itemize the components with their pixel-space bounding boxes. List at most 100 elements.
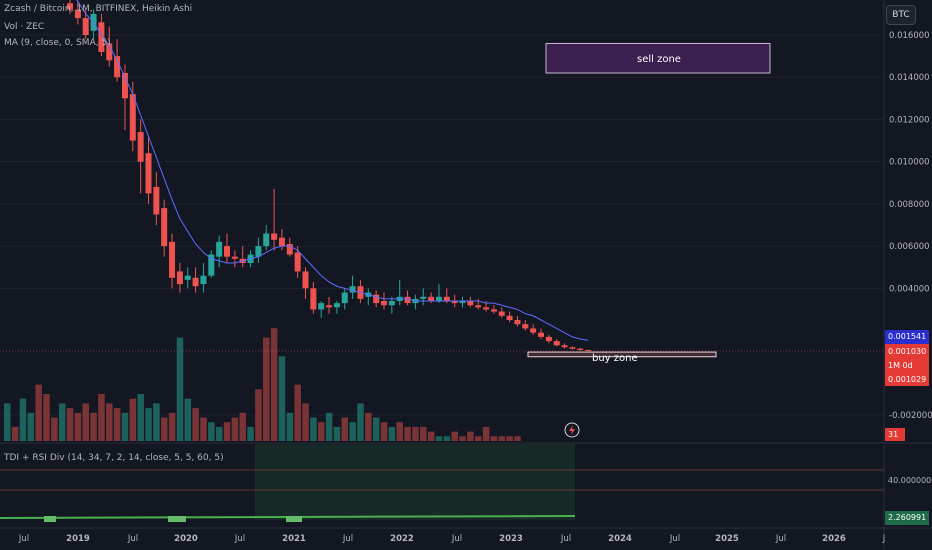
- volume-bar: [270, 328, 278, 441]
- time-tick-label: 2026: [822, 534, 846, 544]
- time-tick-label: 2025: [715, 534, 739, 544]
- candle-body: [428, 296, 435, 301]
- candle-body: [98, 22, 105, 52]
- candle-body: [169, 241, 176, 278]
- tdi-shaded-region: [255, 444, 575, 520]
- symbol-title[interactable]: Zcash / Bitcoin, 1M, BITFINEX, Heikin As…: [4, 4, 193, 14]
- volume-bar: [255, 389, 262, 441]
- time-tick-label: 2024: [608, 534, 632, 544]
- price-tick-label: 0.008000: [889, 200, 930, 210]
- volume-bar: [82, 403, 89, 441]
- candle-body: [451, 301, 458, 304]
- volume-badge-text: 31: [888, 430, 899, 439]
- volume-bar: [129, 398, 137, 441]
- candle-body: [255, 246, 262, 257]
- ma-line: [76, 0, 589, 341]
- time-tick-label: 2020: [174, 534, 198, 544]
- volume-bar: [19, 398, 27, 441]
- price-tick-label: 0.006000: [889, 242, 930, 252]
- candle-body: [498, 311, 505, 316]
- volume-bar: [435, 436, 443, 441]
- candle-body: [231, 256, 238, 259]
- time-axis-labels: Jul 2019 Jul 2020 Jul 2021 Jul 2022 Jul 2023 Jul 20…: [18, 534, 885, 544]
- ma-legend[interactable]: MA (9, close, 0, SMA, 5): [4, 38, 111, 48]
- candle-body: [388, 301, 395, 306]
- candle-body: [443, 296, 450, 301]
- price-tick-label: 0.012000: [889, 115, 930, 125]
- candle-body: [114, 56, 121, 78]
- candle-body: [310, 288, 317, 310]
- candle-body: [161, 208, 168, 247]
- candle-body: [459, 301, 466, 304]
- volume-bar: [51, 417, 58, 441]
- sell-zone-label: sell zone: [637, 54, 681, 65]
- time-tick-label: Jul: [127, 534, 138, 544]
- volume-bar: [443, 436, 451, 441]
- volume-bar: [349, 422, 356, 441]
- ma-value-text: 0.001541: [888, 332, 927, 341]
- candle-body: [294, 252, 301, 272]
- candle-body: [286, 244, 293, 255]
- volume-bar: [514, 436, 521, 441]
- tdi-level-text: 40.000000: [888, 476, 932, 485]
- volume-bar: [153, 403, 160, 441]
- volume-bar: [467, 431, 474, 441]
- tdi-value-badge: [885, 511, 929, 525]
- volume-bar: [420, 426, 427, 441]
- price-axis-labels: 0.016000 0.014000 0.012000 0.010000 0.008000…: [889, 31, 932, 421]
- price-tick-label: 0.010000: [889, 158, 930, 168]
- volume-bar: [90, 412, 97, 441]
- volume-bar: [388, 426, 396, 441]
- tdi-marker: [168, 516, 186, 522]
- candle-body: [545, 336, 552, 342]
- candle-body: [208, 254, 215, 276]
- candle-body: [561, 345, 568, 348]
- volume-bar: [106, 403, 113, 441]
- volume-bar: [215, 426, 223, 441]
- volume-bar: [459, 436, 466, 441]
- currency-button[interactable]: BTC: [886, 5, 916, 25]
- candle-body: [381, 301, 387, 306]
- candle-body: [522, 324, 529, 329]
- buy-zone-label: buy zone: [592, 353, 638, 364]
- candle-body: [490, 309, 497, 312]
- volume-bar: [137, 394, 144, 441]
- volume-bar: [357, 403, 364, 441]
- candle-body: [475, 305, 482, 308]
- volume-bar: [121, 412, 129, 441]
- candle-body: [74, 9, 81, 19]
- volume-bar: [396, 422, 403, 441]
- volume-bar: [490, 436, 498, 441]
- volume-bar: [506, 436, 513, 441]
- candle-body: [569, 347, 576, 349]
- time-tick-label: Jul: [18, 534, 29, 544]
- volume-bar: [404, 426, 411, 441]
- prev-close-text: 0.001029: [888, 375, 927, 384]
- volume-legend[interactable]: Vol · ZEC: [4, 22, 45, 32]
- volume-bar: [4, 403, 11, 441]
- time-tick-label: 2021: [282, 534, 306, 544]
- lightning-icon[interactable]: [564, 422, 580, 438]
- candle-body: [176, 271, 183, 285]
- volume-bar: [365, 412, 372, 441]
- tdi-marker: [44, 516, 56, 522]
- time-tick-label: 2022: [390, 534, 414, 544]
- candle-body: [129, 94, 136, 141]
- tdi-legend[interactable]: TDI + RSI Div (14, 34, 7, 2, 14, close, …: [4, 453, 224, 463]
- buy-zone-box[interactable]: [527, 351, 717, 358]
- volume-bar: [35, 384, 42, 441]
- volume-bar: [208, 422, 215, 441]
- volume-bar: [325, 412, 333, 441]
- volume-bar: [294, 384, 301, 441]
- sell-zone-box[interactable]: [545, 42, 771, 74]
- volume-bar: [427, 431, 435, 441]
- candle-body: [82, 18, 89, 35]
- volume-bar: [27, 412, 35, 441]
- candle-body: [333, 303, 340, 308]
- candle-body: [326, 305, 333, 308]
- volume-bar: [278, 356, 286, 441]
- candle-body: [435, 296, 442, 301]
- volume-bar: [341, 417, 349, 441]
- candle-body: [318, 303, 325, 310]
